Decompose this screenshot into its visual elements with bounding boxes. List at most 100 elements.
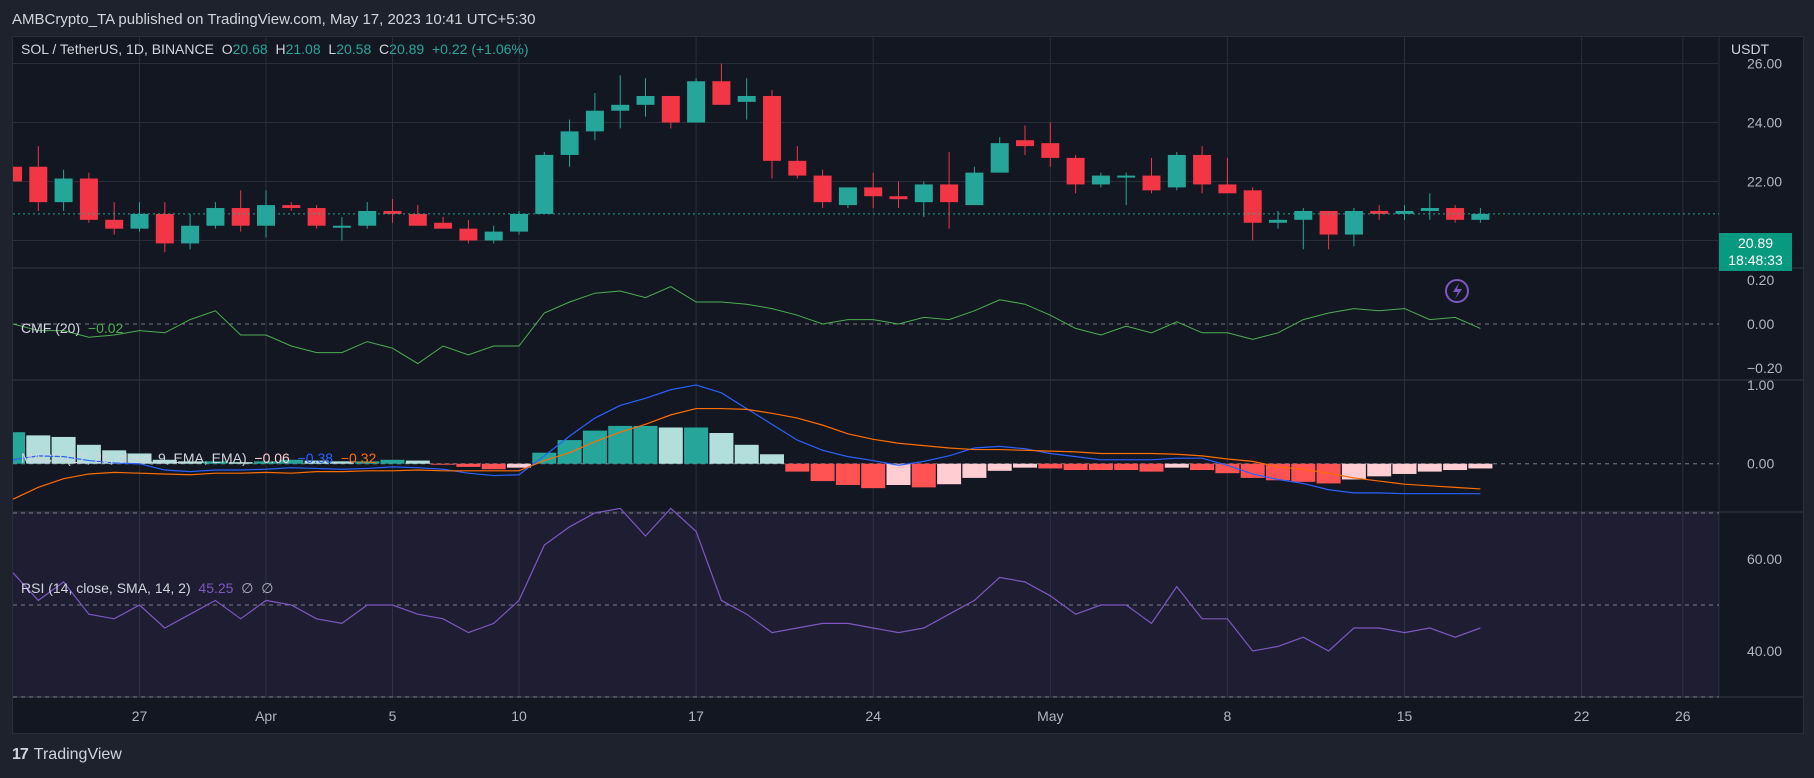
candle-up [585, 110, 604, 132]
candle-down [1319, 210, 1338, 235]
candle-down [434, 222, 453, 229]
rsi-extra-2: ∅ [261, 580, 274, 596]
macd-histogram-bar [532, 452, 557, 464]
candle-down [29, 166, 48, 203]
candle-up [636, 95, 655, 105]
macd-histogram-bar [203, 461, 228, 464]
macd-histogram-bar [1341, 463, 1366, 480]
macd-histogram-bar [380, 459, 405, 464]
rsi-tick-label: 60.00 [1747, 551, 1782, 567]
candle-down [889, 196, 908, 200]
macd-legend[interactable]: MACD (12, 26, close, 9, EMA, EMA) −0.06 … [21, 450, 376, 466]
macd-histogram-bar [709, 433, 734, 464]
candle-down [788, 160, 807, 176]
macd-histogram-bar [355, 461, 380, 464]
macd-histogram-bar [178, 461, 203, 464]
symbol-label[interactable]: SOL / TetherUS, 1D, BINANCE [21, 41, 214, 57]
candle-up [990, 143, 1009, 173]
cmf-tick-label: −0.20 [1747, 360, 1783, 376]
candle-up [914, 184, 933, 203]
low-value: 20.58 [336, 41, 372, 57]
macd-histogram-bar [1038, 463, 1063, 469]
macd-histogram-bar [835, 463, 860, 485]
candle-up [257, 205, 275, 226]
time-tick-label: 8 [1224, 708, 1232, 724]
macd-histogram-bar [1114, 463, 1139, 471]
macd-histogram-bar [1367, 463, 1392, 477]
candle-up [1395, 210, 1414, 214]
time-tick-label: 10 [511, 708, 527, 724]
macd-tick-label: 0.00 [1747, 456, 1774, 472]
candle-down [459, 228, 478, 241]
candle-up [737, 95, 756, 102]
lightning-icon [1445, 279, 1469, 303]
macd-histogram-bar [810, 463, 835, 482]
candle-down [813, 175, 832, 203]
candle-down [79, 178, 98, 220]
rsi-label: RSI (14, close, SMA, 14, 2) [21, 580, 191, 596]
candle-up [54, 178, 73, 203]
macd-histogram-bar [507, 463, 531, 468]
macd-label: MACD (12, 26, close, 9, EMA, EMA) [21, 450, 247, 466]
candle-up [1117, 175, 1136, 178]
macd-histogram-bar [582, 430, 607, 464]
candle-down [1218, 184, 1237, 194]
open-label: O [221, 41, 233, 57]
cmf-legend[interactable]: CMF (20) −0.02 [21, 320, 123, 336]
candle-down [1370, 210, 1389, 214]
rsi-legend[interactable]: RSI (14, close, SMA, 14, 2) 45.25 ∅ ∅ [21, 580, 273, 597]
macd-line-value: −0.38 [297, 450, 334, 466]
cmf-tick-label: 0.00 [1747, 316, 1774, 332]
time-tick-label: 26 [1675, 708, 1691, 724]
price-tick-label: 22.00 [1747, 173, 1782, 189]
candle-up [838, 187, 857, 206]
close-value: 20.89 [389, 41, 425, 57]
chart-area[interactable]: 20.0022.0024.0026.000.200.00−0.201.000.0… [12, 36, 1804, 734]
macd-histogram-bar [760, 454, 784, 464]
candle-down [1142, 175, 1161, 191]
last-price-value: 20.89 [1737, 235, 1774, 251]
macd-histogram-bar [1417, 463, 1442, 472]
candle-down [1446, 208, 1465, 220]
macd-histogram-bar [557, 440, 582, 464]
candle-down [383, 210, 402, 214]
tradingview-logo-icon: 17 [12, 746, 29, 763]
macd-histogram-bar [1088, 463, 1113, 471]
currency-label[interactable]: USDT [1731, 41, 1770, 57]
price-tick-label: 26.00 [1747, 56, 1782, 72]
macd-histogram-bar [127, 453, 152, 464]
candle-up [560, 131, 579, 155]
cmf-label: CMF (20) [21, 320, 81, 336]
rsi-line [13, 507, 1481, 652]
macd-histogram-bar [962, 463, 987, 478]
macd-histogram-bar [886, 463, 911, 485]
candle-down [940, 184, 959, 203]
candle-down [282, 205, 301, 209]
macd-histogram-bar [13, 432, 25, 464]
candle-up [1167, 154, 1186, 188]
candle-up [1471, 213, 1490, 220]
macd-histogram-bar [254, 461, 278, 464]
footer[interactable]: 17 TradingView [12, 746, 122, 764]
candle-up [1294, 210, 1313, 220]
macd-histogram-bar [684, 427, 709, 464]
main-legend: SOL / TetherUS, 1D, BINANCE O20.68 H21.0… [21, 41, 529, 57]
time-tick-label: 27 [132, 708, 148, 724]
chart-svg[interactable]: 20.0022.0024.0026.000.200.00−0.201.000.0… [13, 37, 1803, 733]
candle-up [181, 225, 200, 244]
candle-up [611, 104, 630, 111]
candle-down [763, 95, 781, 161]
time-tick-label: 17 [688, 708, 704, 724]
candle-down [864, 187, 883, 197]
macd-histogram-bar [1392, 463, 1417, 474]
macd-histogram-bar [1468, 463, 1493, 469]
macd-histogram-bar [152, 459, 177, 464]
macd-histogram-bar [51, 436, 76, 464]
macd-histogram-bar [76, 444, 101, 464]
time-tick-label: 24 [865, 708, 881, 724]
macd-tick-label: 1.00 [1747, 377, 1774, 393]
candle-down [712, 81, 731, 105]
macd-histogram-bar [937, 463, 962, 485]
candle-up [965, 172, 984, 206]
last-price-tag: 20.89 18:48:33 [1719, 233, 1792, 271]
